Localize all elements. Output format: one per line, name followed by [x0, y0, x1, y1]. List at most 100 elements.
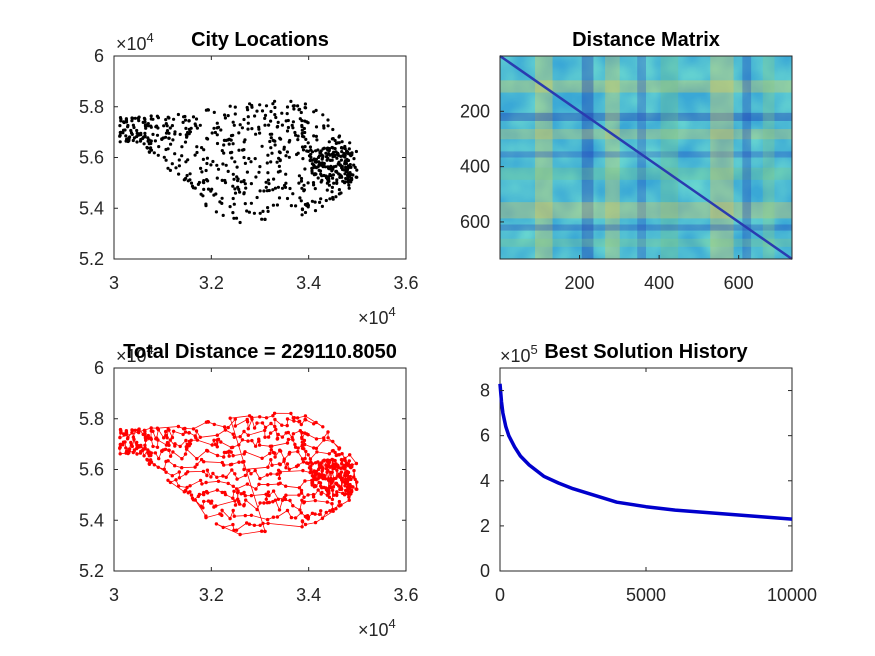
city-point — [306, 205, 310, 209]
tour-point — [242, 467, 246, 472]
city-point — [324, 198, 328, 203]
tour-point — [264, 492, 268, 496]
tour-point — [320, 475, 324, 480]
city-point — [258, 131, 262, 135]
city-point — [326, 118, 330, 122]
city-point — [232, 216, 236, 220]
tour-point — [170, 435, 175, 440]
city-point — [155, 114, 159, 118]
city-point — [230, 156, 234, 160]
city-point — [285, 112, 289, 116]
tour-point — [271, 450, 275, 455]
tour-point — [273, 417, 277, 422]
city-point — [221, 162, 225, 166]
tour-point — [247, 468, 251, 473]
city-point — [162, 124, 166, 128]
city-point — [238, 220, 242, 225]
tour-point — [275, 437, 279, 441]
city-point — [299, 199, 303, 203]
tour-point — [271, 489, 276, 493]
tour-point — [135, 452, 139, 456]
city-point — [291, 192, 295, 196]
tour-point — [189, 438, 193, 442]
city-point — [210, 131, 214, 135]
city-point — [300, 208, 305, 212]
city-point — [170, 124, 174, 128]
city-point — [167, 136, 171, 140]
tour-point — [206, 499, 211, 503]
city-point — [296, 138, 300, 142]
tour-point — [261, 521, 265, 526]
tour-point — [330, 488, 335, 492]
x-tick-label: 10000 — [767, 585, 817, 605]
x-tick-label: 3 — [109, 273, 119, 293]
tour-point — [214, 522, 219, 526]
tour-point — [321, 425, 325, 429]
tour-point — [185, 446, 189, 450]
tour-point — [177, 470, 181, 474]
tour-point — [164, 433, 168, 438]
city-point — [223, 116, 227, 120]
tour-point — [258, 523, 262, 527]
tour-point — [328, 509, 332, 513]
city-point — [231, 142, 235, 146]
tour-point — [183, 426, 187, 431]
city-point — [215, 121, 219, 125]
tour-point — [316, 488, 320, 492]
city-point — [266, 171, 270, 175]
city-point — [327, 177, 331, 181]
city-point — [266, 209, 270, 213]
tour-point — [314, 446, 319, 451]
city-point — [299, 179, 304, 183]
tour-point — [314, 484, 318, 488]
tour-point — [280, 435, 285, 439]
city-point — [284, 154, 288, 158]
tour-point — [282, 495, 287, 500]
tour-point — [340, 458, 345, 462]
city-point — [257, 125, 261, 129]
tour-point — [296, 463, 300, 467]
city-point — [231, 133, 235, 137]
city-point — [346, 177, 350, 181]
tour-point — [123, 440, 127, 444]
city-point — [170, 162, 174, 166]
tour-point — [313, 472, 318, 476]
city-point — [118, 116, 123, 120]
city-point — [147, 138, 151, 142]
matrix-row-band — [500, 80, 792, 93]
city-point — [308, 159, 312, 163]
tour-point — [285, 441, 290, 445]
tour-point — [243, 513, 247, 518]
city-x-exponent: ×104 — [358, 304, 396, 328]
tour-point — [325, 470, 329, 474]
tour-point — [205, 468, 210, 472]
city-point — [186, 179, 190, 183]
city-point — [317, 154, 322, 158]
tour-point — [166, 478, 170, 482]
city-point — [308, 145, 312, 149]
tour-point — [210, 499, 214, 503]
tour-point — [237, 443, 241, 447]
city-point — [296, 104, 300, 108]
city-point — [172, 117, 176, 121]
matrix-title: Distance Matrix — [572, 29, 720, 51]
city-point — [180, 154, 184, 158]
tour-point — [275, 515, 280, 519]
city-point — [204, 202, 208, 206]
tour-point — [302, 438, 307, 443]
y-tick-label: 0 — [480, 561, 490, 581]
history-y-mult: ×10 — [500, 346, 531, 366]
city-point — [212, 126, 216, 130]
tour-point — [306, 461, 310, 466]
city-point — [221, 213, 225, 217]
city-point — [232, 123, 236, 127]
tour-point — [205, 473, 209, 478]
city-point — [332, 181, 336, 185]
tour-point — [183, 430, 188, 434]
city-point — [195, 145, 199, 149]
city-point — [261, 209, 265, 213]
tour-point — [344, 488, 348, 493]
city-point — [249, 182, 253, 186]
city-point — [284, 181, 288, 185]
tour-point — [303, 456, 307, 461]
